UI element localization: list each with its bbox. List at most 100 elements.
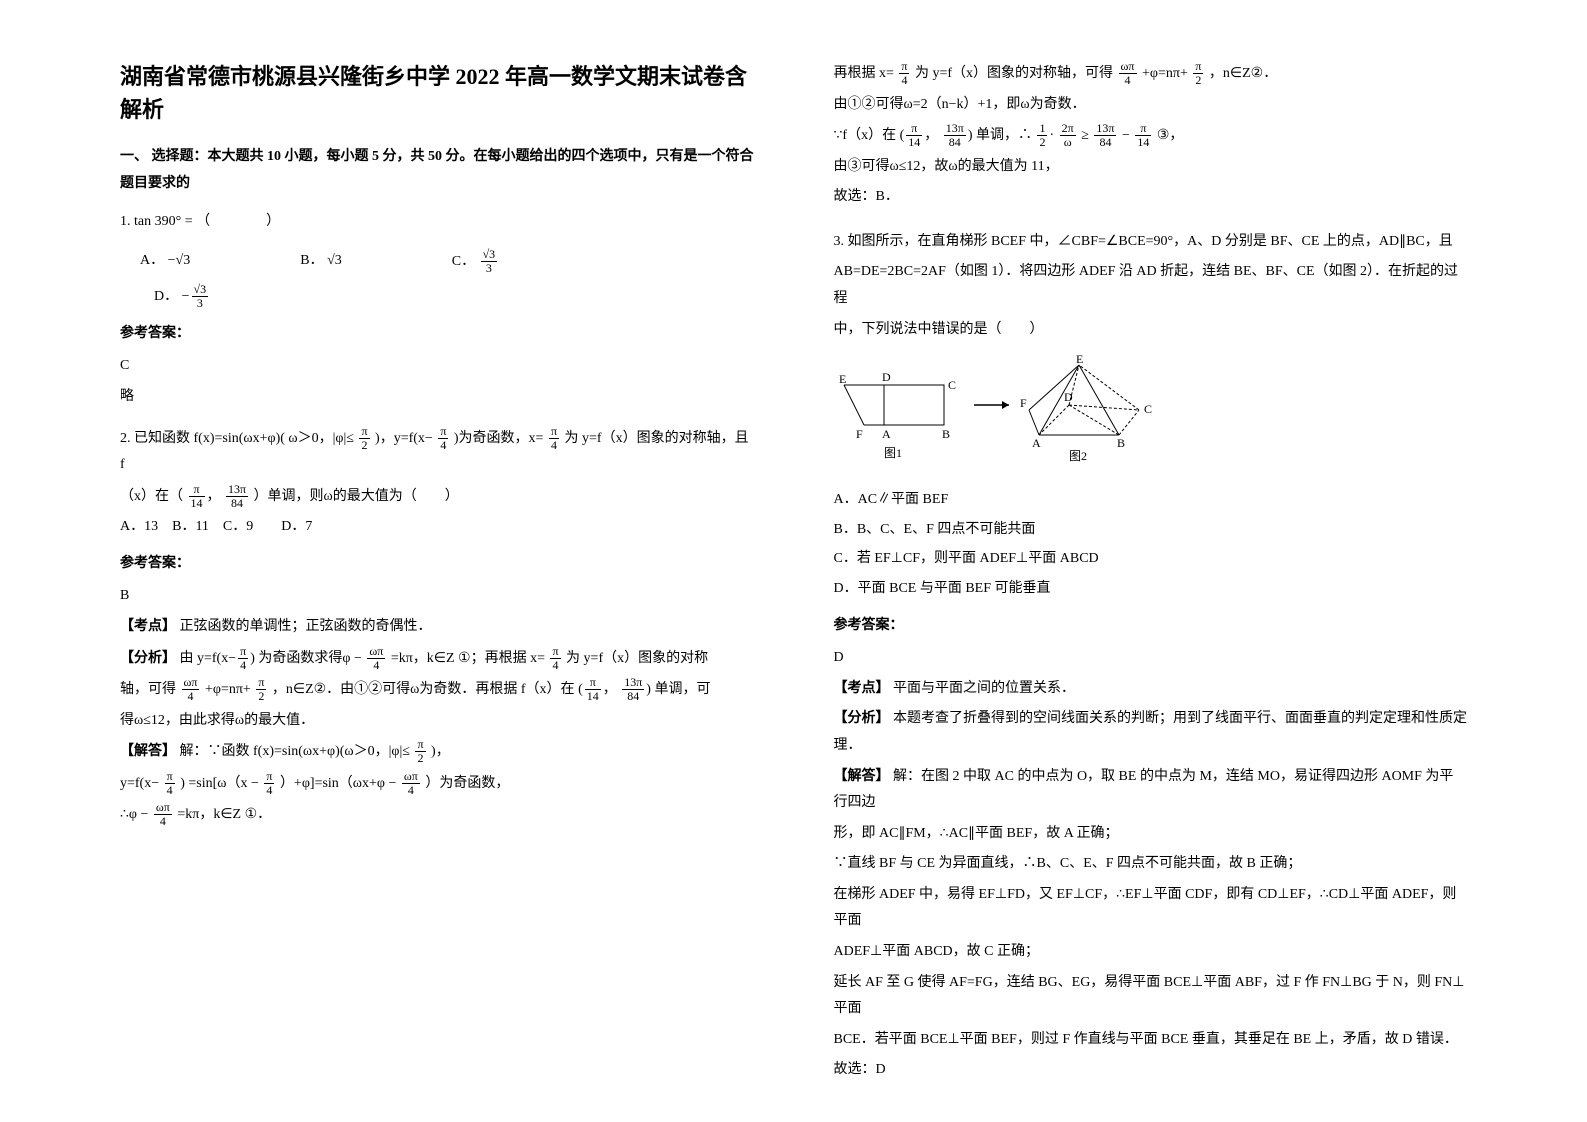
q1-choice-a: A． −√3 xyxy=(140,248,190,275)
frac-num: π xyxy=(256,676,266,690)
fenxi-text: 本题考查了折叠得到的空间线面关系的判断；用到了线面平行、面面垂直的判定定理和性质… xyxy=(834,711,1468,753)
fig2-F: F xyxy=(1020,396,1027,410)
frac: π2 xyxy=(256,676,266,703)
fig1-B: B xyxy=(942,427,950,441)
frac-den: 4 xyxy=(165,784,175,797)
frac: 13π84 xyxy=(1094,122,1116,149)
frac: 12 xyxy=(1037,122,1047,149)
q2-stem-2: )，y=f(x− xyxy=(375,430,433,445)
fenxi-label: 【分析】 xyxy=(120,650,176,665)
q3-fenxi: 【分析】 本题考查了折叠得到的空间线面关系的判断；用到了线面平行、面面垂直的判定… xyxy=(834,706,1468,759)
frac-pi-2: π2 xyxy=(359,425,369,452)
frac: π4 xyxy=(899,60,909,87)
frac-num: ωπ xyxy=(1119,60,1137,74)
q2-fenxi-3: 得ω≤12，由此求得ω的最大值． xyxy=(120,708,754,735)
frac-pi-4: π4 xyxy=(438,425,448,452)
frac-den: 84 xyxy=(1094,136,1116,149)
frac: ωπ4 xyxy=(367,645,385,672)
kaodian-label: 【考点】 xyxy=(834,681,890,696)
fig2-E: E xyxy=(1076,355,1083,366)
fig2-B: B xyxy=(1117,436,1125,450)
q1-choice-d-label: D． xyxy=(154,289,178,304)
frac-num: π xyxy=(238,645,248,659)
jieda-m1: f(x)=sin(ωx+φ)(ω＞0，|φ|≤ xyxy=(253,744,410,759)
q3-choices: A．AC∥平面 BEF B．B、C、E、F 四点不可能共面 C．若 EF⊥CF，… xyxy=(834,487,1468,602)
q1-choice-a-math: −√3 xyxy=(168,253,191,268)
q1-choice-b-math: √3 xyxy=(327,253,342,268)
frac-num: 2π xyxy=(1060,122,1076,136)
frac-den: 4 xyxy=(550,659,560,672)
fig2-D: D xyxy=(1064,390,1073,404)
q3-kaodian: 【考点】 平面与平面之间的位置关系． xyxy=(834,676,1468,703)
fig1-D: D xyxy=(882,370,891,384)
fig2-A: A xyxy=(1032,436,1041,450)
q3-jieda-2: 形，即 AC∥FM，∴AC∥平面 BEF，故 A 正确； xyxy=(834,821,1468,848)
frac-den: 84 xyxy=(622,690,644,703)
frac-den: 14 xyxy=(1135,136,1151,149)
frac: ωπ4 xyxy=(154,801,172,828)
q3-jieda-5: ADEF⊥平面 ABCD，故 C 正确； xyxy=(834,939,1468,966)
frac: 13π84 xyxy=(944,122,966,149)
frac-num: ωπ xyxy=(402,770,420,784)
fenxi-4: 为 y=f（x）图象的对称 xyxy=(566,650,708,665)
q3-stem-3: 中，下列说法中错误的是（ ） xyxy=(834,317,1468,344)
q2-answer: B xyxy=(120,583,754,610)
frac: ωπ4 xyxy=(402,770,420,797)
frac-den: 84 xyxy=(226,497,248,510)
c2-p1c: +φ=nπ+ xyxy=(1142,66,1188,81)
frac-num: π xyxy=(189,483,205,497)
q1-choice-d-frac: √3 3 xyxy=(192,283,209,310)
c2-p3b: 单调，∴ xyxy=(976,128,1032,143)
frac-num: ωπ xyxy=(154,801,172,815)
frac: ωπ4 xyxy=(182,676,200,703)
figure-2: E F D C A B 图2 xyxy=(1020,355,1152,463)
frac-num: π xyxy=(549,425,559,439)
q3-choice-d: D．平面 BCE 与平面 BEF 可能垂直 xyxy=(834,576,1468,603)
frac: π4 xyxy=(165,770,175,797)
q1-stem-math: tan 390° = （ ） xyxy=(134,214,280,229)
jieda-1: 解：∵函数 xyxy=(180,744,250,759)
frac-num: 13π xyxy=(226,483,248,497)
jieda-2c: =sin[ω（x − xyxy=(188,776,259,791)
frac-num: 13π xyxy=(944,122,966,136)
frac-den: 2 xyxy=(1193,74,1203,87)
frac: 13π84 xyxy=(622,676,644,703)
fig2-label: 图2 xyxy=(1069,449,1087,463)
q1-choices: A． −√3 B． √3 C． √3 3 xyxy=(140,248,754,276)
fig1-F: F xyxy=(856,427,863,441)
frac-num: π xyxy=(165,770,175,784)
q1-brief: 略 xyxy=(120,384,754,411)
frac-num: π xyxy=(415,738,425,752)
jieda-label: 【解答】 xyxy=(834,769,890,784)
jieda-1: 解：在图 2 中取 AC 的中点为 O，取 BE 的中点为 M，连结 MO，易证… xyxy=(834,769,1454,811)
right-column: 再根据 x= π4 为 y=f（x）图象的对称轴，可得 ωπ4 +φ=nπ+ π… xyxy=(794,60,1488,1062)
q2-stem-l2b: ）单调，则ω的最大值为（ ） xyxy=(254,489,459,504)
frac: π14 xyxy=(906,122,922,149)
q2-fenxi-1: 【分析】 由 y=f(x−π4) 为奇函数求得φ − ωπ4 =kπ，k∈Z ①… xyxy=(120,645,754,673)
c2-p1b: 为 y=f（x）图象的对称轴，可得 xyxy=(915,66,1113,81)
q1-choice-a-label: A． xyxy=(140,253,164,268)
frac-den: 4 xyxy=(182,690,200,703)
frac-num: ωπ xyxy=(182,676,200,690)
fenxi-3: =kπ，k∈Z ①；再根据 x= xyxy=(391,650,545,665)
q2-jieda-1: 【解答】 解：∵函数 f(x)=sin(ωx+φ)(ω＞0，|φ|≤ π2 )， xyxy=(120,738,754,766)
frac-num: √3 xyxy=(192,283,209,297)
fenxi-1: 由 xyxy=(180,650,194,665)
frac-den: 4 xyxy=(899,74,909,87)
q2-fenxi-2: 轴，可得 ωπ4 +φ=nπ+ π2 ，n∈Z②．由①②可得ω为奇数．再根据 f… xyxy=(120,676,754,704)
q1-answer-label: 参考答案： xyxy=(120,321,754,348)
frac-num: π xyxy=(1135,122,1151,136)
frac: π14 xyxy=(585,676,601,703)
col2-p5: 故选：B． xyxy=(834,184,1468,211)
q2-jieda-2: y=f(x− π4 ) =sin[ω（x − π4 ）+φ]=sin（ωx+φ … xyxy=(120,770,754,798)
question-1: 1. tan 390° = （ ） xyxy=(120,209,754,236)
jieda-2d: ）+φ]=sin（ωx+φ − xyxy=(280,776,396,791)
left-column: 湖南省常德市桃源县兴隆街乡中学 2022 年高一数学文期末试卷含解析 一、 选择… xyxy=(100,60,794,1062)
c2-p3a: ∵f（x）在 xyxy=(834,128,897,143)
q2-jieda-3: ∴φ − ωπ4 =kπ，k∈Z ①． xyxy=(120,801,754,829)
c2-p1d: ，n∈Z②． xyxy=(1209,66,1277,81)
q2-stem-line2: （x）在（ π14， 13π84 ）单调，则ω的最大值为（ ） xyxy=(120,483,754,511)
q1-stem-prefix: 1. xyxy=(120,214,134,229)
figure-1: E D C F A B 图1 xyxy=(839,370,956,460)
frac-num: π xyxy=(438,425,448,439)
